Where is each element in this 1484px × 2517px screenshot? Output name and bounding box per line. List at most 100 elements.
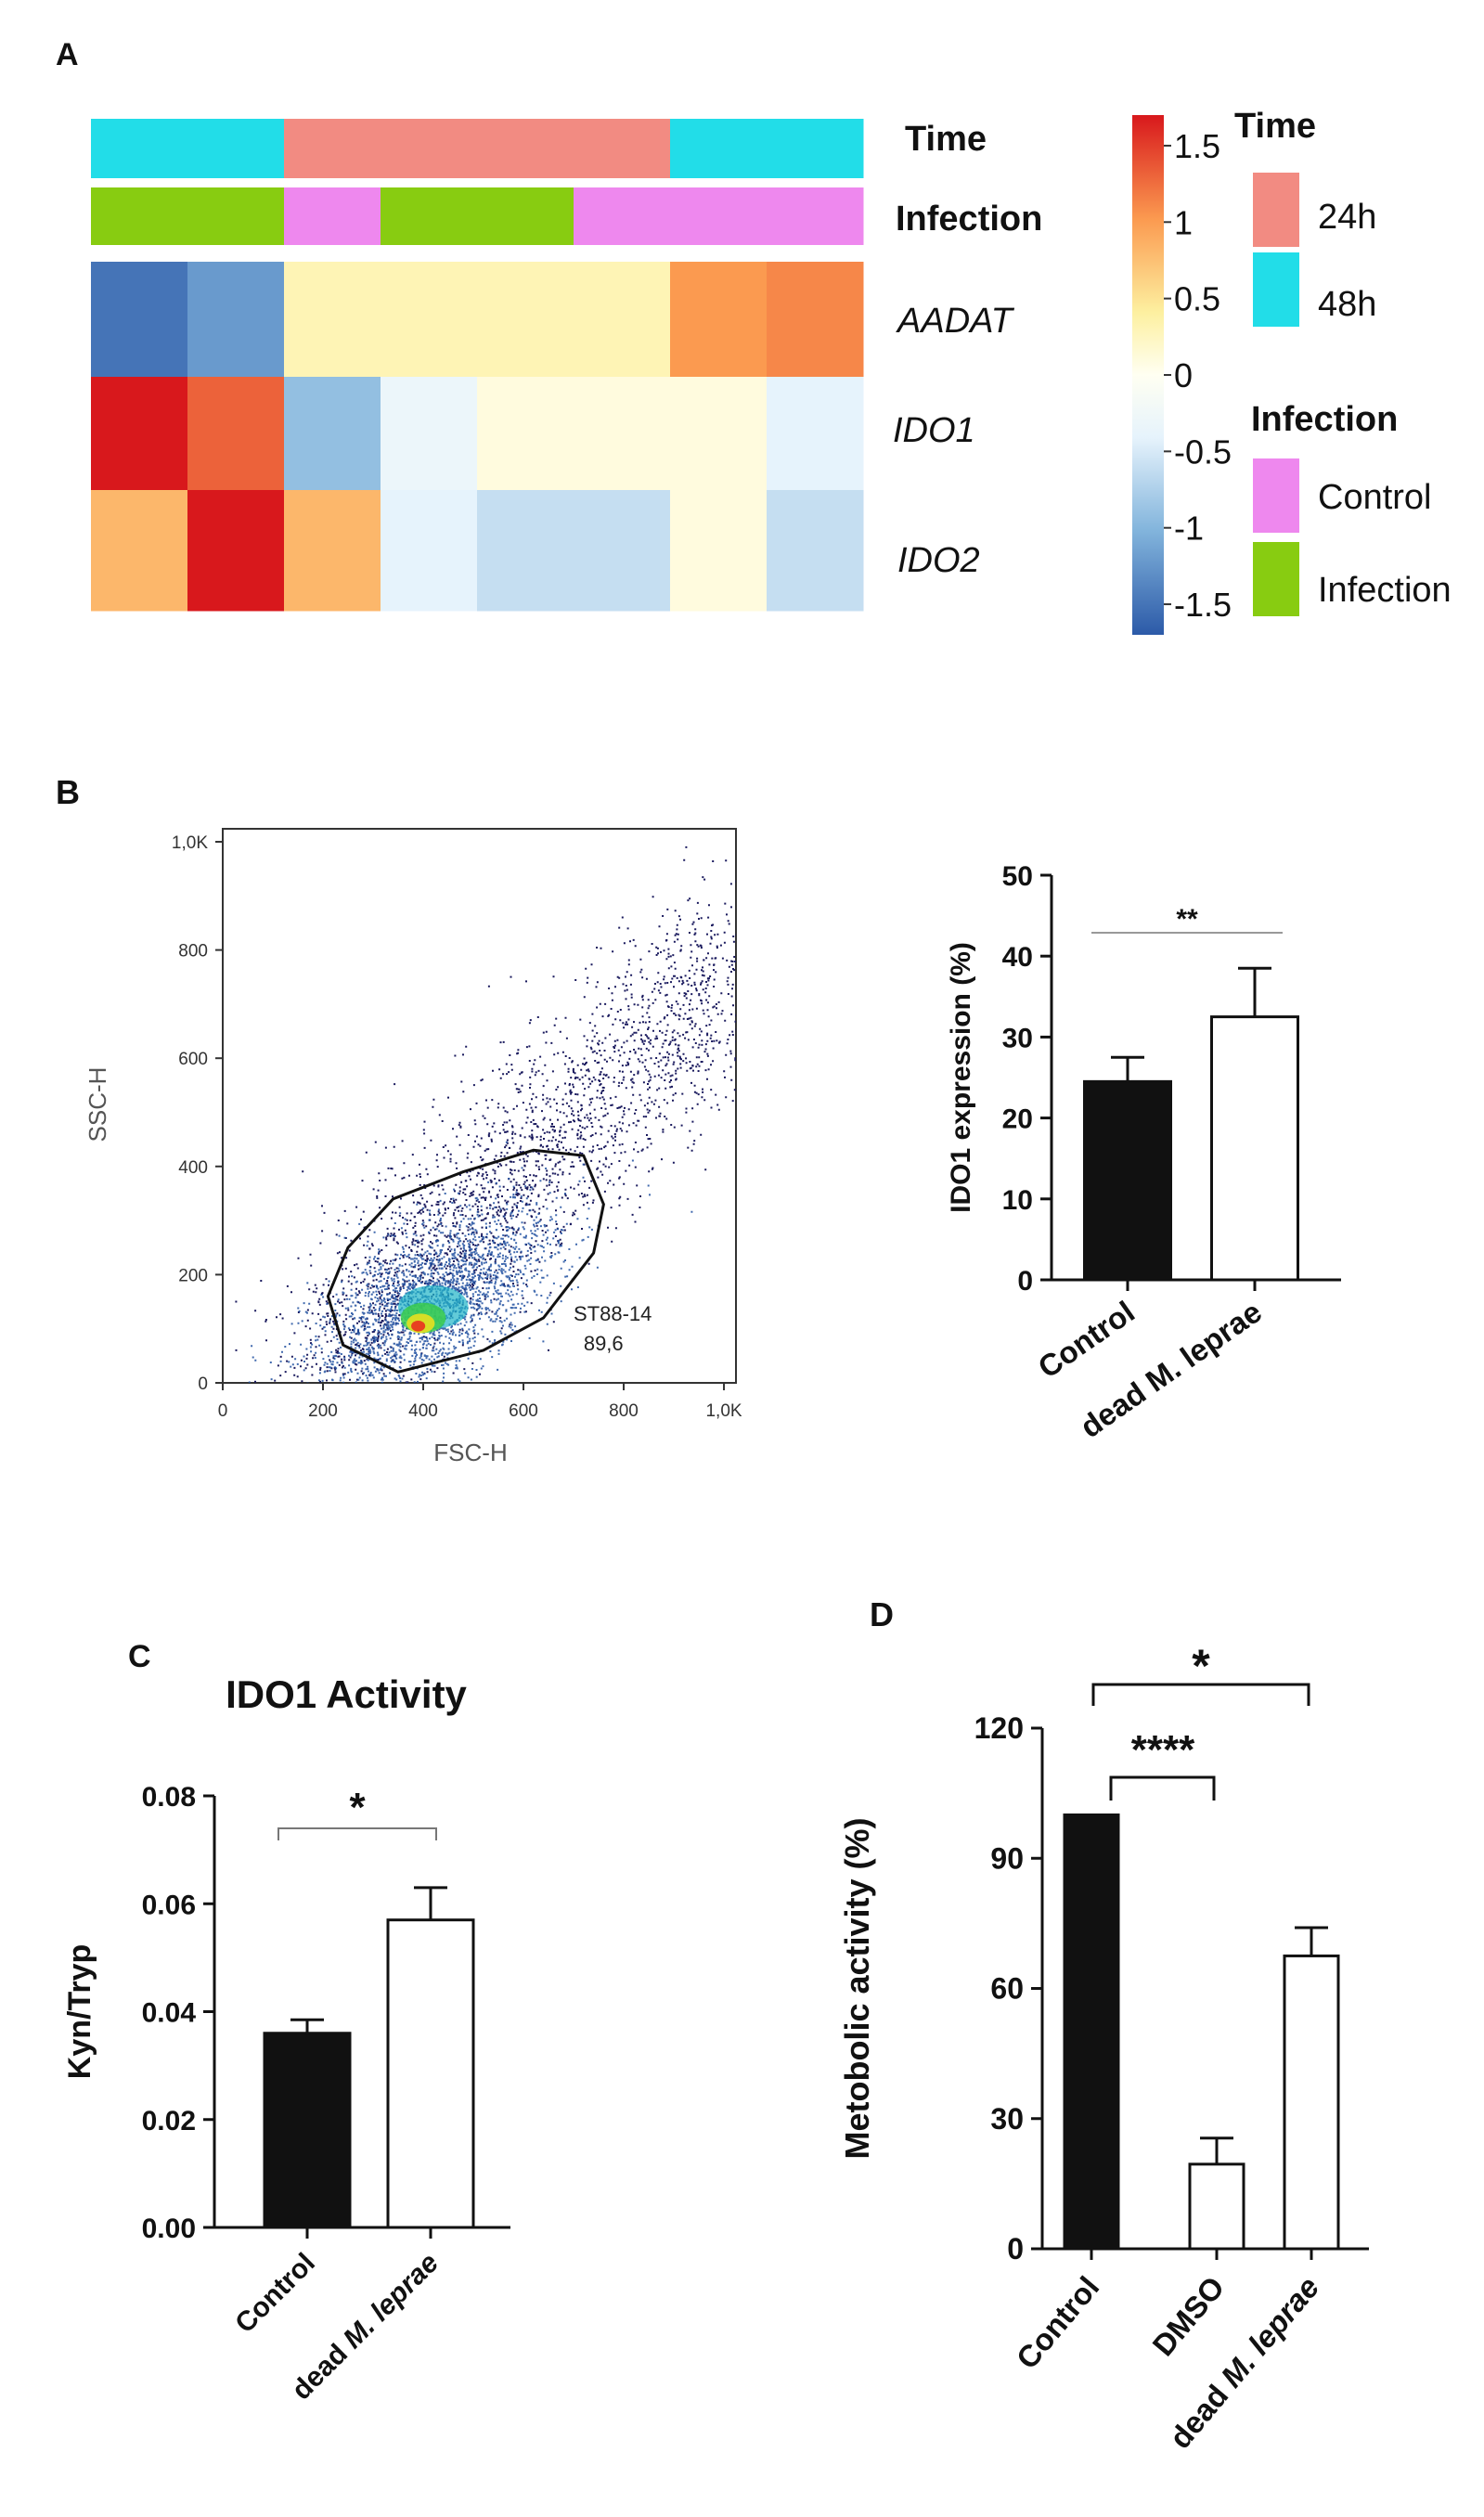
y-tick-label: 0.08 [142,1782,196,1813]
heatmap-cell-ido1-2 [284,377,381,491]
colorbar-tick-label: -1.5 [1174,586,1232,624]
annotation-cell-infection-7 [767,187,864,245]
dense-events [248,1141,693,1383]
x-tick-label: 0 [218,1401,228,1421]
annotation-cell-time-4 [477,119,574,178]
legend-label-48h: 48h [1318,285,1376,324]
significance-bracket [277,1827,437,1840]
annotation-cell-time-3 [381,119,478,178]
bar-control [1083,1079,1172,1282]
annotation-label-infection: Infection [896,200,1042,239]
annotation-cell-infection-2 [284,187,381,245]
significance-bracket-control-leprae [1091,1683,1310,1706]
annotation-cell-time-0 [91,119,188,178]
legend-label-control: Control [1318,478,1432,517]
colorbar-tick-label: -1 [1174,510,1204,548]
heatmap-cell-ido1-0 [91,377,188,491]
y-tick-label: 0.04 [142,1998,197,2029]
gate-polygon [326,1148,605,1374]
colorbar-tick-label: 0 [1174,356,1193,394]
legend-swatch-control [1253,458,1299,533]
annotation-label-time: Time [905,120,987,159]
heatmap-cell-aadat-5 [574,262,671,378]
y-axis-label: Kyn/Tryp [62,1944,97,2079]
gate-percent: 89,6 [584,1332,624,1355]
heatmap-cell-ido1-7 [767,377,864,491]
x-tick-label: 1,0K [705,1401,742,1421]
y-tick-label: 90 [990,1841,1024,1875]
x-tick-label-control: Control [1032,1294,1141,1385]
heatmap-a [91,119,864,612]
legend-label-24h: 24h [1318,198,1376,237]
row-label-aadat: AADAT [896,302,1015,341]
panel-label-c: C [128,1639,151,1674]
colorbar-tick-label: -0.5 [1174,432,1232,471]
heatmap-cell-ido1-4 [477,377,574,491]
annotation-cell-time-5 [574,119,671,178]
legend-swatch-infection [1253,542,1299,616]
y-tick-label: 120 [974,1711,1024,1745]
chart-title: IDO1 Activity [226,1672,467,1716]
heatmap-cell-ido2-4 [477,490,574,612]
heatmap-cell-ido1-6 [670,377,768,491]
heatmap-cell-ido2-0 [91,490,188,612]
heatmap-cell-ido2-6 [670,490,768,612]
significance-label: ** [1176,904,1198,935]
legend-title-time: Time [1234,107,1316,146]
significance-bracket-control-dmso [1109,1775,1216,1801]
y-axis-label: Metobolic activity (%) [838,1817,876,2159]
significance-label-control-dmso: **** [1131,1727,1195,1773]
y-axis-label: SSC-H [84,1067,111,1142]
y-tick-label: 10 [1002,1185,1033,1216]
annotation-cell-time-7 [767,119,864,178]
annotation-cell-infection-4 [477,187,574,245]
x-tick-label: 400 [408,1401,438,1421]
annotation-cell-time-6 [670,119,768,178]
y-tick-label: 60 [990,1972,1024,2006]
density-hotspot-3 [411,1320,426,1332]
y-tick-label: 40 [1002,942,1033,973]
annotation-cell-time-2 [284,119,381,178]
heatmap-cell-aadat-3 [381,262,478,378]
gate-name: ST88-14 [574,1302,652,1325]
panel-label-d: D [870,1595,894,1633]
heatmap-cell-aadat-6 [670,262,768,378]
heatmap-cell-ido2-2 [284,490,381,612]
annotation-cell-infection-5 [574,187,671,245]
x-tick-label-control: Control [229,2248,321,2340]
heatmap-cell-ido1-3 [381,377,478,491]
y-tick-label: 200 [178,1266,208,1285]
x-tick-label-dmso: DMSO [1145,2270,1231,2363]
y-tick-label: 400 [178,1158,208,1178]
heatmap-cell-ido1-5 [574,377,671,491]
event-dots [235,845,736,1383]
y-tick-label: 50 [1002,861,1033,892]
y-tick-label: 800 [178,942,208,962]
annotation-cell-infection-3 [381,187,478,245]
bar-control [1063,1814,1120,2251]
y-tick-label: 30 [1002,1023,1033,1053]
heatmap-cell-ido2-7 [767,490,864,612]
annotation-cell-infection-1 [187,187,285,245]
row-label-ido2: IDO2 [897,541,980,580]
colorbar-tick-label: 0.5 [1174,280,1220,318]
y-tick-label: 0.00 [142,2214,196,2244]
legend-title-infection: Infection [1251,400,1398,439]
legend-swatch-24h [1253,173,1299,247]
colorbar-tick-label: 1.5 [1174,127,1220,165]
bar-dead-m-leprae [1210,1015,1299,1282]
x-tick-label: 200 [308,1401,338,1421]
annotation-cell-infection-0 [91,187,188,245]
panel-label-a: A [56,37,79,72]
y-tick-label: 0 [1007,2232,1024,2265]
heatmap-cell-ido1-1 [187,377,285,491]
y-tick-label: 0.06 [142,1890,196,1920]
colorbar-tick-label: 1 [1174,203,1193,241]
flow-dot-plot: ST88-14 89,6 0 200 400 600 800 1,0K 0 200 400 600 80… [84,828,742,1466]
colorbar [1132,115,1164,635]
bar-dmso [1188,2162,1245,2251]
x-tick-label: 600 [509,1401,538,1421]
